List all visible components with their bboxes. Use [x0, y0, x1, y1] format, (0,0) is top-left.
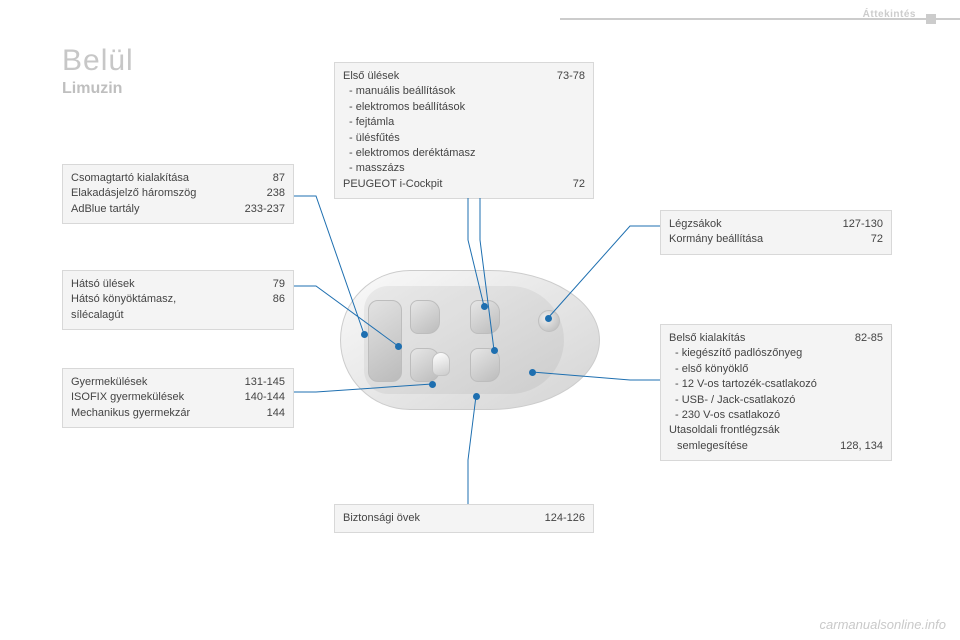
page-ref: 131-145 [230, 375, 285, 390]
sub-item: - 230 V-os csatlakozó [669, 408, 883, 423]
page-subtitle: Limuzin [62, 80, 122, 98]
label: Elakadásjelző háromszög [71, 186, 230, 201]
lead-dot [395, 343, 402, 350]
page-ref: 72 [530, 177, 585, 192]
sub-item: - USB- / Jack-csatlakozó [669, 393, 883, 408]
box-front-seats: Első ülések73-78 - manuális beállítások … [334, 62, 594, 199]
label: Hátsó ülések [71, 277, 230, 292]
sub-item: - manuális beállítások [343, 84, 585, 99]
label: PEUGEOT i-Cockpit [343, 177, 530, 192]
page-title: Belül [62, 44, 134, 78]
sub-item: - elektromos deréktámasz [343, 146, 585, 161]
lead-dot [545, 315, 552, 322]
lead-dot [491, 347, 498, 354]
label: Utasoldali frontlégzsák [669, 423, 828, 438]
page-ref: 127-130 [828, 217, 883, 232]
label: Első ülések [343, 69, 530, 84]
sub-item: - elektromos beállítások [343, 100, 585, 115]
watermark: carmanualsonline.info [820, 617, 946, 632]
page-ref: 72 [828, 232, 883, 247]
car-diagram [320, 230, 620, 450]
label: Csomagtartó kialakítása [71, 171, 230, 186]
page-ref: 79 [230, 277, 285, 292]
box-trunk: Csomagtartó kialakítása87 Elakadásjelző … [62, 164, 294, 224]
page-ref: 144 [230, 406, 285, 421]
page-ref: 238 [230, 186, 285, 201]
page-ref: 86 [230, 292, 285, 323]
page-ref: 128, 134 [828, 439, 883, 454]
box-rear-seats: Hátsó ülések79 Hátsó könyöktámasz, síléc… [62, 270, 294, 330]
lead-dot [361, 331, 368, 338]
page-ref [828, 423, 883, 438]
page-ref: 87 [230, 171, 285, 186]
header-section: Áttekintés [863, 9, 916, 20]
seat-rear-left [410, 300, 440, 334]
rear-bench [368, 300, 402, 382]
page-ref: 73-78 [530, 69, 585, 84]
child-figure [432, 352, 450, 376]
sub-item: - 12 V-os tartozék-csatlakozó [669, 377, 883, 392]
page-ref: 124-126 [530, 511, 585, 526]
page-ref: 82-85 [828, 331, 883, 346]
label: semlegesítése [669, 439, 828, 454]
header-dot [926, 14, 936, 24]
label: Mechanikus gyermekzár [71, 406, 230, 421]
box-child-seats: Gyermekülések131-145 ISOFIX gyermekülése… [62, 368, 294, 428]
box-interior: Belső kialakítás82-85 - kiegészítő padló… [660, 324, 892, 461]
label: AdBlue tartály [71, 202, 230, 217]
label: Belső kialakítás [669, 331, 828, 346]
lead-dot [481, 303, 488, 310]
label: ISOFIX gyermekülések [71, 390, 230, 405]
label: Hátsó könyöktámasz, sílécalagút [71, 292, 230, 323]
label: Biztonsági övek [343, 511, 530, 526]
sub-item: - kiegészítő padlószőnyeg [669, 346, 883, 361]
sub-item: - masszázs [343, 161, 585, 176]
sub-item: - fejtámla [343, 115, 585, 130]
box-airbags: Légzsákok127-130 Kormány beállítása72 [660, 210, 892, 255]
lead-dot [529, 369, 536, 376]
label: Légzsákok [669, 217, 828, 232]
lead-dot [473, 393, 480, 400]
page-ref: 140-144 [230, 390, 285, 405]
label: Gyermekülések [71, 375, 230, 390]
page-ref: 233-237 [230, 202, 285, 217]
lead-dot [429, 381, 436, 388]
sub-item: - ülésfűtés [343, 131, 585, 146]
box-seatbelts: Biztonsági övek124-126 [334, 504, 594, 533]
sub-item: - első könyöklő [669, 362, 883, 377]
label: Kormány beállítása [669, 232, 828, 247]
